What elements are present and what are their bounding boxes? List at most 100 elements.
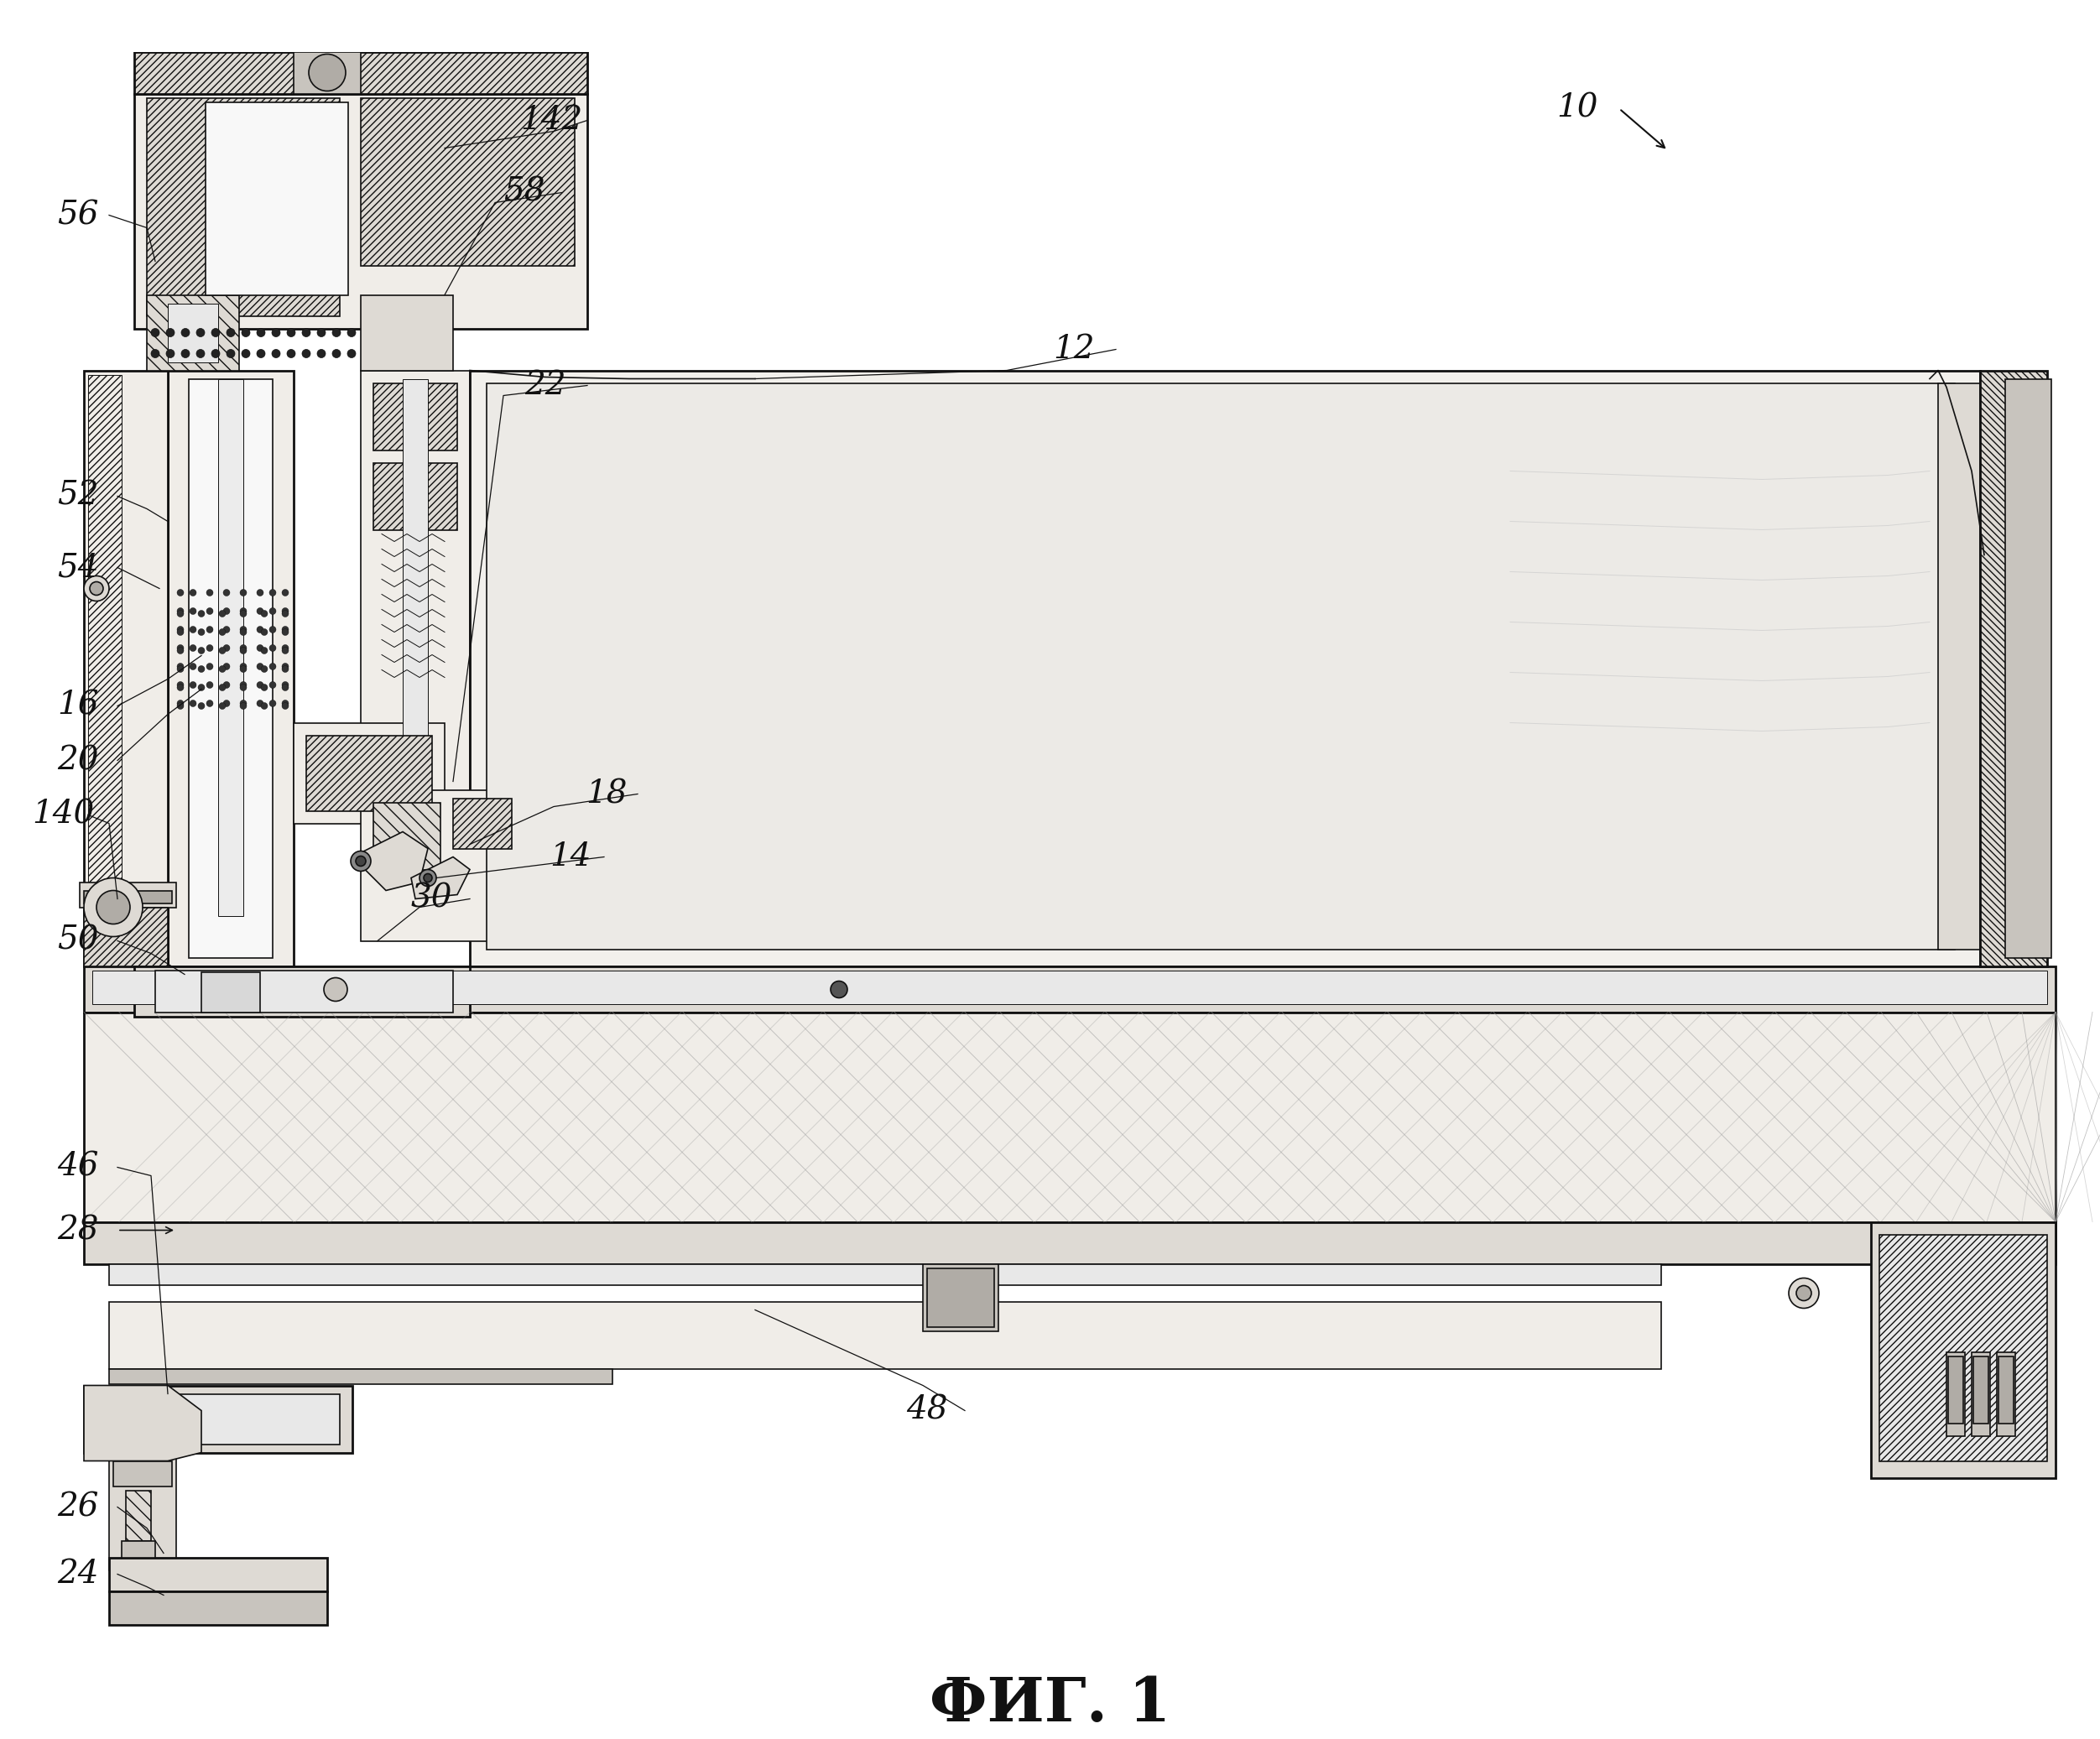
Circle shape bbox=[355, 856, 365, 866]
Text: 26: 26 bbox=[57, 1492, 99, 1523]
Circle shape bbox=[197, 683, 204, 690]
Circle shape bbox=[317, 329, 325, 337]
Bar bbox=[80, 882, 176, 908]
Bar bbox=[113, 1461, 172, 1487]
Bar bbox=[84, 890, 172, 903]
Bar bbox=[307, 736, 433, 810]
Circle shape bbox=[281, 630, 288, 635]
Circle shape bbox=[239, 647, 246, 654]
Text: 12: 12 bbox=[1052, 334, 1094, 365]
Circle shape bbox=[239, 663, 246, 670]
Text: 56: 56 bbox=[57, 200, 99, 231]
Polygon shape bbox=[84, 1386, 202, 1461]
Circle shape bbox=[218, 683, 225, 690]
Text: 46: 46 bbox=[57, 1151, 99, 1183]
Circle shape bbox=[195, 329, 204, 337]
Bar bbox=[147, 296, 239, 370]
Bar bbox=[2005, 379, 2052, 958]
Circle shape bbox=[256, 590, 262, 596]
Circle shape bbox=[84, 576, 109, 602]
Circle shape bbox=[212, 350, 220, 358]
Bar bbox=[84, 965, 2056, 1012]
Circle shape bbox=[166, 329, 174, 337]
Circle shape bbox=[346, 350, 355, 358]
Circle shape bbox=[424, 873, 433, 882]
Circle shape bbox=[281, 626, 288, 633]
Circle shape bbox=[281, 607, 288, 614]
Circle shape bbox=[206, 590, 212, 596]
Circle shape bbox=[197, 703, 204, 710]
Bar bbox=[134, 52, 588, 94]
Circle shape bbox=[332, 329, 340, 337]
Circle shape bbox=[223, 626, 229, 633]
Circle shape bbox=[420, 870, 437, 887]
Circle shape bbox=[239, 630, 246, 635]
Bar bbox=[84, 1386, 353, 1452]
Circle shape bbox=[223, 645, 229, 652]
Circle shape bbox=[260, 610, 267, 617]
Circle shape bbox=[176, 703, 183, 710]
Bar bbox=[134, 965, 470, 1016]
Circle shape bbox=[269, 607, 275, 614]
Circle shape bbox=[189, 682, 195, 689]
Text: 52: 52 bbox=[57, 480, 99, 511]
Circle shape bbox=[281, 703, 288, 710]
Circle shape bbox=[242, 329, 250, 337]
Bar bbox=[97, 1393, 340, 1443]
Circle shape bbox=[260, 683, 267, 690]
Circle shape bbox=[239, 682, 246, 689]
Circle shape bbox=[281, 647, 288, 654]
Circle shape bbox=[84, 878, 143, 937]
Bar bbox=[470, 370, 1980, 965]
Circle shape bbox=[176, 607, 183, 614]
Circle shape bbox=[176, 645, 183, 652]
Circle shape bbox=[242, 350, 250, 358]
Text: 14: 14 bbox=[550, 842, 590, 873]
Bar bbox=[84, 370, 168, 965]
Circle shape bbox=[176, 666, 183, 673]
Circle shape bbox=[317, 350, 325, 358]
Circle shape bbox=[176, 626, 183, 633]
Bar bbox=[155, 970, 454, 1012]
Circle shape bbox=[223, 607, 229, 614]
Circle shape bbox=[223, 701, 229, 706]
Circle shape bbox=[197, 647, 204, 654]
Circle shape bbox=[281, 683, 288, 690]
Bar bbox=[1972, 1351, 1991, 1436]
Bar bbox=[294, 723, 445, 823]
Circle shape bbox=[288, 350, 296, 358]
Circle shape bbox=[189, 590, 195, 596]
Bar bbox=[126, 1490, 151, 1541]
Bar bbox=[1880, 1235, 2047, 1461]
Bar bbox=[218, 379, 244, 916]
Circle shape bbox=[189, 626, 195, 633]
Text: 20: 20 bbox=[57, 744, 99, 776]
Bar bbox=[109, 1301, 1661, 1369]
Circle shape bbox=[256, 663, 262, 670]
Circle shape bbox=[281, 682, 288, 689]
Bar bbox=[1871, 1223, 2056, 1478]
Circle shape bbox=[239, 666, 246, 673]
Circle shape bbox=[227, 329, 235, 337]
Circle shape bbox=[269, 590, 275, 596]
Circle shape bbox=[1796, 1285, 1812, 1301]
Bar bbox=[84, 1012, 2056, 1223]
Circle shape bbox=[288, 329, 296, 337]
Bar bbox=[361, 296, 454, 370]
Circle shape bbox=[256, 350, 265, 358]
Circle shape bbox=[206, 682, 212, 689]
Circle shape bbox=[239, 683, 246, 690]
Circle shape bbox=[176, 663, 183, 670]
Bar bbox=[84, 908, 168, 965]
Circle shape bbox=[281, 666, 288, 673]
Circle shape bbox=[239, 645, 246, 652]
Circle shape bbox=[269, 645, 275, 652]
Text: 24: 24 bbox=[57, 1558, 99, 1589]
Circle shape bbox=[256, 626, 262, 633]
Circle shape bbox=[351, 850, 372, 871]
Circle shape bbox=[281, 701, 288, 706]
Circle shape bbox=[271, 350, 279, 358]
Bar bbox=[374, 463, 458, 530]
Bar bbox=[1938, 383, 1980, 949]
Bar bbox=[374, 802, 441, 870]
